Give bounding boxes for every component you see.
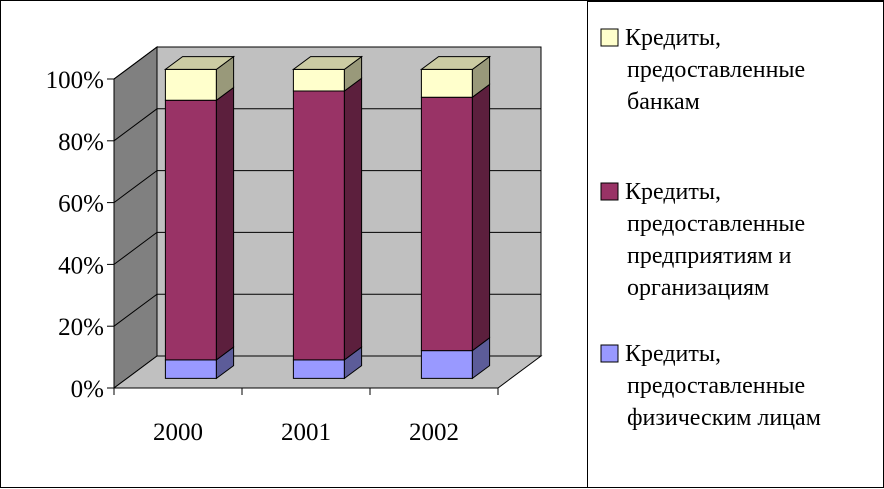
bar-segment-front — [420, 68, 473, 98]
y-tick-label: 20% — [58, 314, 104, 341]
x-tick-label: 2002 — [409, 419, 459, 446]
bar-segment-top — [419, 56, 492, 70]
bar-segment-front — [420, 350, 473, 379]
gridline — [113, 293, 541, 327]
x-tick-label: 2001 — [281, 419, 331, 446]
bar-segment-side — [471, 83, 491, 352]
bar-segment-front — [164, 359, 217, 379]
bar-segment-front — [292, 68, 345, 92]
bar-segment-front — [292, 90, 345, 361]
bar-segment-front — [164, 68, 217, 101]
legend-label: Кредиты, предоставленные предприятиям и орг… — [625, 179, 805, 301]
legend-box — [587, 1, 884, 488]
legend-swatch — [600, 182, 619, 201]
legend-swatch — [600, 28, 619, 47]
bar-segment-side — [215, 86, 235, 361]
y-tick-label: 60% — [58, 191, 104, 218]
bar-segment-top — [291, 56, 364, 70]
gridline — [113, 231, 541, 265]
bar-segment-front — [420, 96, 473, 352]
legend-swatch — [600, 344, 619, 363]
y-tick-label: 40% — [58, 252, 104, 279]
y-tick-label: 80% — [58, 129, 104, 156]
y-tick-label: 100% — [46, 67, 104, 94]
side-wall — [113, 46, 158, 389]
x-tick-label: 2000 — [153, 419, 203, 446]
legend-label: Кредиты, предоставленные банкам — [625, 25, 805, 115]
bar-segment-side — [343, 77, 363, 361]
bar-segment-front — [292, 359, 345, 379]
bar-segment-top — [163, 56, 236, 70]
bar-segment-front — [164, 99, 217, 361]
legend-label: Кредиты, предоставленные физическим лицам — [625, 341, 821, 431]
gridline — [113, 46, 541, 80]
y-tick-label: 0% — [71, 376, 104, 403]
gridline — [113, 170, 541, 204]
gridline — [113, 108, 541, 142]
